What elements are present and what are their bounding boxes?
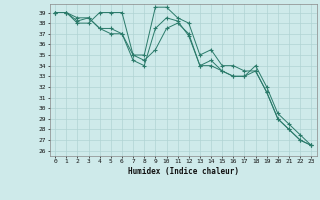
X-axis label: Humidex (Indice chaleur): Humidex (Indice chaleur)	[128, 167, 239, 176]
